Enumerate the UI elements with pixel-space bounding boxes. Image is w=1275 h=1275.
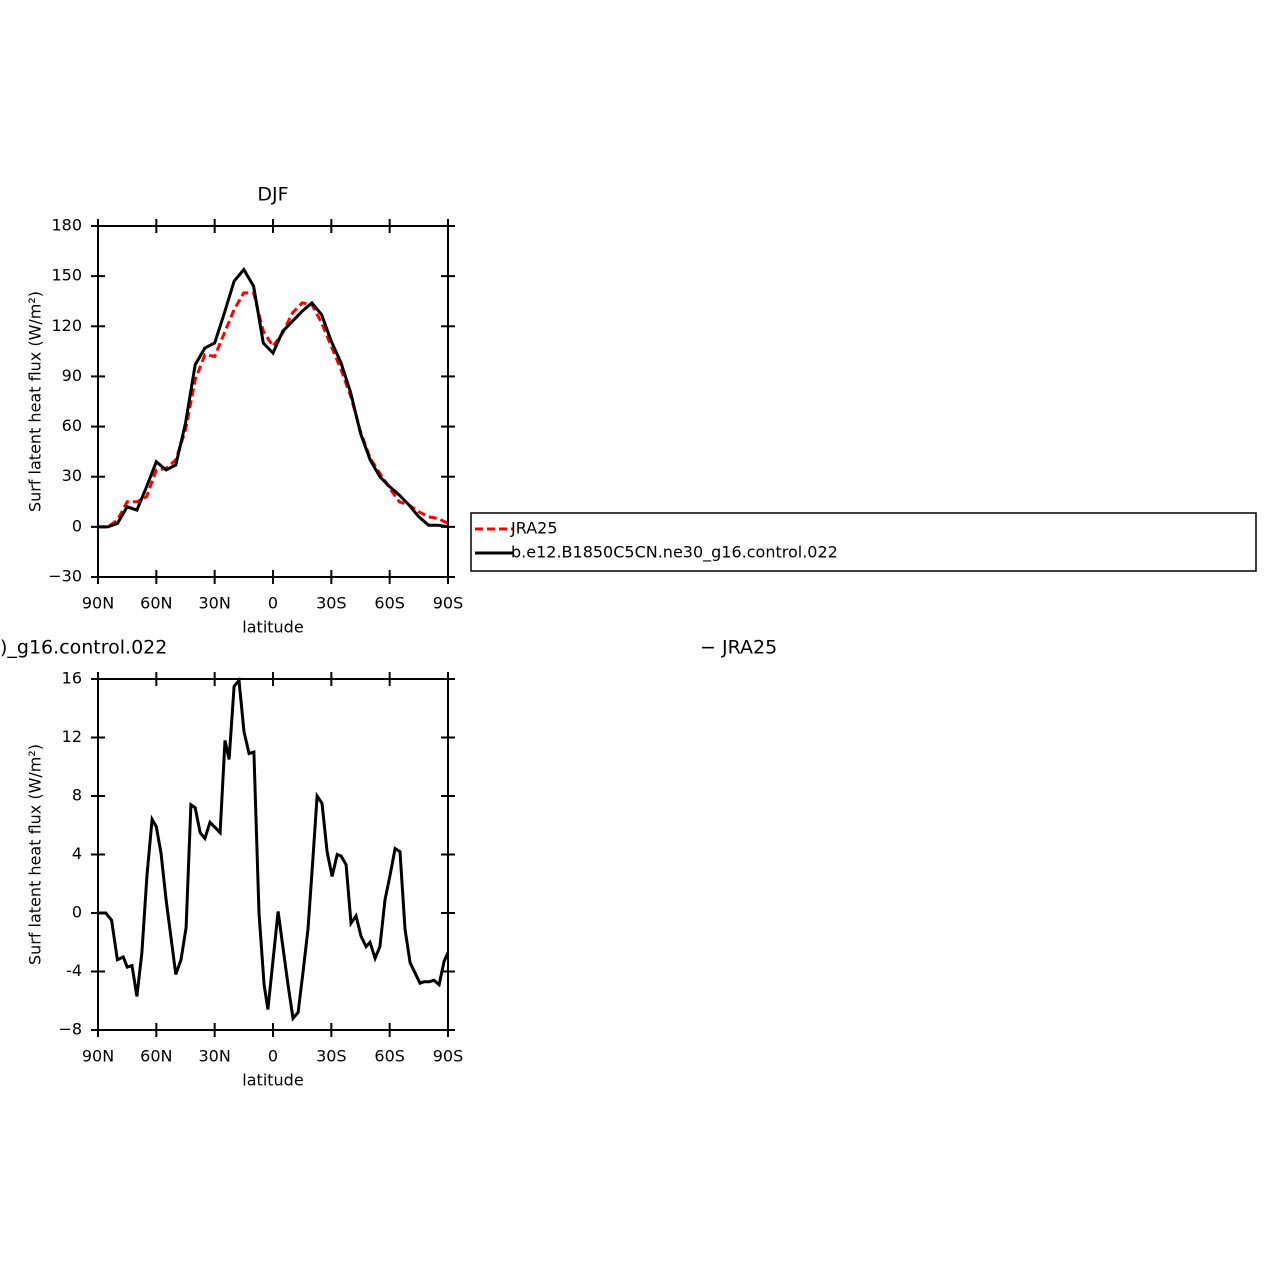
chart-title: DJF: [257, 184, 288, 206]
y-tick-label: 30: [62, 466, 82, 485]
chart-title: − JRA25: [700, 637, 777, 659]
legend-box: [470, 512, 1257, 572]
x-tick-label: 60N: [140, 1047, 172, 1066]
x-tick-label: 90N: [82, 1047, 114, 1066]
chart-title: )_g16.control.022: [0, 637, 167, 659]
y-tick-label: 16: [62, 669, 82, 688]
x-tick-label: 30N: [199, 594, 231, 613]
y-tick-label: −8: [58, 1020, 82, 1039]
x-tick-label: 0: [268, 594, 278, 613]
x-tick-label: 60N: [140, 594, 172, 613]
y-tick-label: 0: [72, 903, 82, 922]
y-tick-label: 12: [62, 727, 82, 746]
legend-label: b.e12.B1850C5CN.ne30_g16.control.022: [511, 543, 838, 563]
x-axis-label: latitude: [242, 1071, 303, 1090]
plot-frame: [97, 225, 449, 578]
x-tick-label: 30S: [316, 594, 347, 613]
x-tick-label: 60S: [374, 594, 405, 613]
plot-frame: [97, 678, 449, 1031]
data-line: [98, 676, 450, 1022]
y-tick-label: −30: [48, 567, 82, 586]
x-tick-label: 0: [268, 1047, 278, 1066]
x-tick-label: 90N: [82, 594, 114, 613]
y-axis-label: Surf latent heat flux (W/m²): [26, 744, 45, 965]
y-tick-label: 60: [62, 416, 82, 435]
data-line: [98, 266, 449, 529]
data-line: [98, 291, 449, 529]
y-tick-label: 8: [72, 786, 82, 805]
x-tick-label: 30N: [199, 1047, 231, 1066]
legend-label: JRA25: [510, 519, 558, 538]
plot: DJF latitude Surf latent heat flux (W/m²) −…: [26, 184, 1257, 637]
y-tick-label: -4: [66, 961, 82, 980]
x-tick-label: 90S: [433, 1047, 464, 1066]
y-axis-label: Surf latent heat flux (W/m²): [26, 291, 45, 512]
y-tick-label: 120: [51, 316, 82, 335]
y-tick-label: 0: [72, 516, 82, 535]
x-axis-label: latitude: [242, 618, 303, 637]
x-tick-label: 90S: [433, 594, 464, 613]
x-tick-label: 30S: [316, 1047, 347, 1066]
y-tick-label: 180: [51, 216, 82, 235]
plot: )_g16.control.022 − JRA25 latitude Surf lat…: [0, 637, 777, 1090]
y-tick-label: 150: [51, 266, 82, 285]
y-tick-label: 90: [62, 366, 82, 385]
y-tick-label: 4: [72, 844, 82, 863]
x-tick-label: 60S: [374, 1047, 405, 1066]
